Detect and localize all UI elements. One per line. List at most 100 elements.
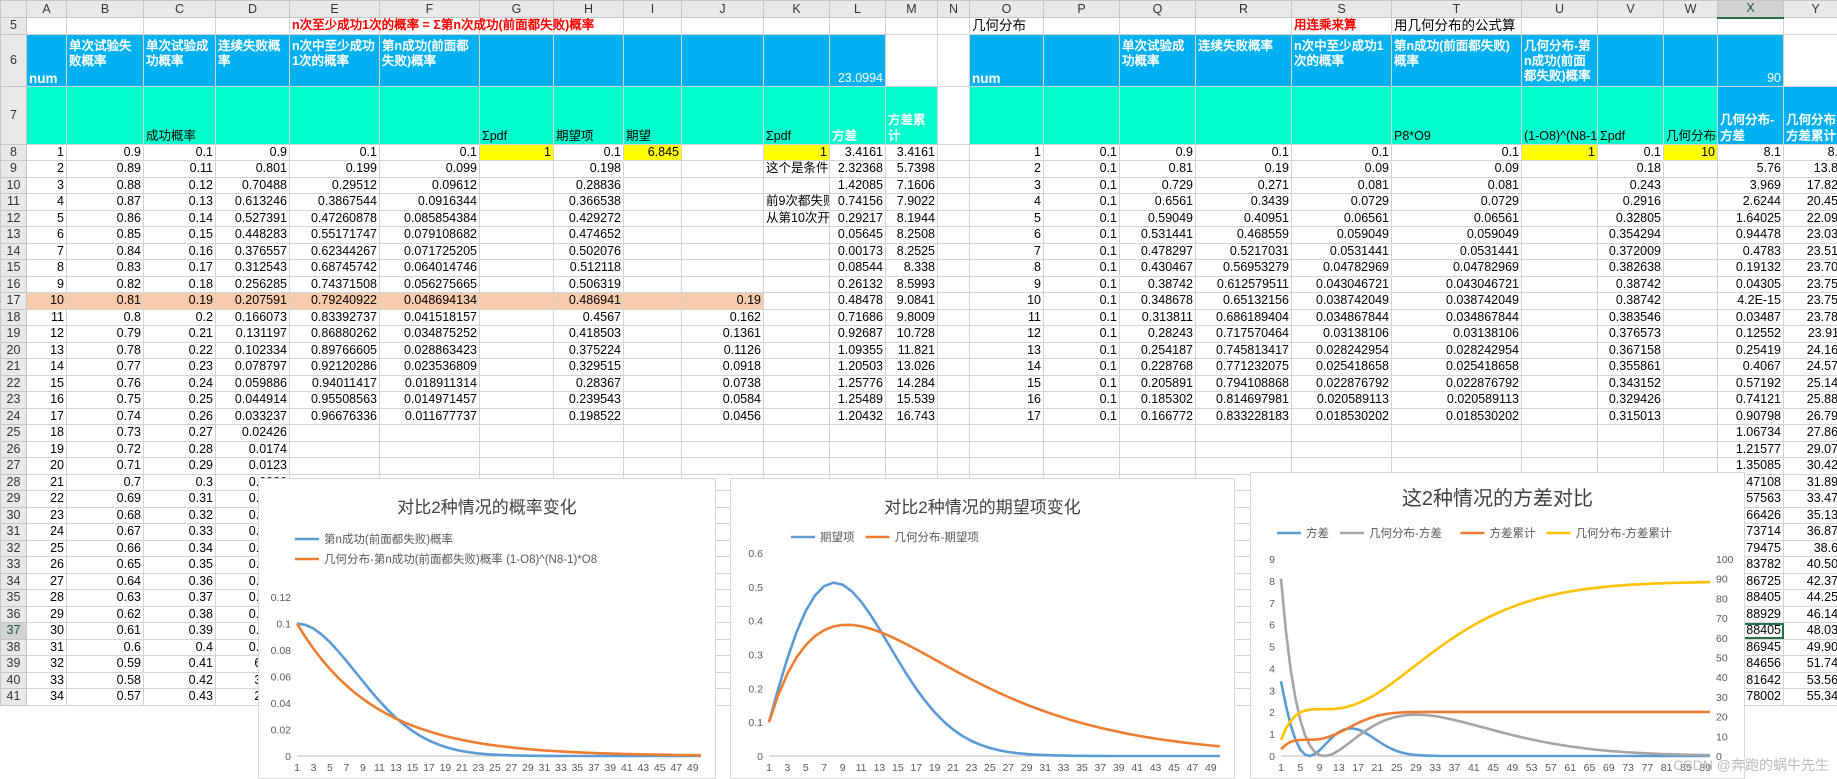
cell-K6[interactable] xyxy=(763,33,830,87)
cell-J5[interactable] xyxy=(681,17,764,35)
row-header[interactable]: 21 xyxy=(0,358,27,376)
cell-E[interactable]: 0.79240922 xyxy=(289,292,380,310)
cell-C[interactable]: 0.24 xyxy=(143,374,216,392)
column-header-E[interactable]: E xyxy=(289,0,380,18)
cell-T[interactable]: 0.038742049 xyxy=(1391,292,1522,310)
cell-O[interactable]: 1 xyxy=(969,143,1044,161)
cell-X[interactable]: 0.25419 xyxy=(1717,341,1784,359)
cell-A5[interactable] xyxy=(26,17,67,35)
cell-O5[interactable]: 几何分布 xyxy=(969,17,1044,35)
cell-H[interactable]: 0.198 xyxy=(553,160,624,178)
cell-G[interactable] xyxy=(479,193,554,211)
cell-N[interactable] xyxy=(937,440,970,458)
cell-B[interactable]: 0.7 xyxy=(66,473,144,491)
cell-K[interactable] xyxy=(763,308,830,326)
cell-I[interactable] xyxy=(623,440,682,458)
cell-P[interactable] xyxy=(1043,440,1120,458)
column-header-P[interactable]: P xyxy=(1043,0,1120,18)
cell-N[interactable] xyxy=(937,358,970,376)
row-header[interactable]: 13 xyxy=(0,226,27,244)
cell-O[interactable]: 11 xyxy=(969,308,1044,326)
column-header-A[interactable]: A xyxy=(26,0,67,18)
row-header[interactable]: 40 xyxy=(0,671,27,689)
cell-Y[interactable]: 38.67 xyxy=(1783,539,1837,557)
cell-J[interactable]: 0.0584 xyxy=(681,391,764,409)
cell-C[interactable]: 0.14 xyxy=(143,209,216,227)
cell-J[interactable] xyxy=(681,193,764,211)
cell-M[interactable]: 5.7398 xyxy=(885,160,938,178)
cell-V[interactable]: 0.382638 xyxy=(1597,259,1664,277)
row-header[interactable]: 12 xyxy=(0,209,27,227)
cell-A[interactable]: 21 xyxy=(26,473,67,491)
cell-F[interactable]: 0.099 xyxy=(379,160,480,178)
row-header[interactable]: 11 xyxy=(0,193,27,211)
cell-M[interactable]: 7.9022 xyxy=(885,193,938,211)
cell-Q[interactable]: 0.6561 xyxy=(1119,193,1196,211)
cell-V6[interactable] xyxy=(1597,33,1664,87)
cell-S[interactable]: 0.028242954 xyxy=(1291,341,1392,359)
cell-T[interactable]: 0.018530202 xyxy=(1391,407,1522,425)
cell-D[interactable]: 0.0123 xyxy=(215,457,290,475)
row-header[interactable]: 39 xyxy=(0,655,27,673)
cell-U[interactable] xyxy=(1521,292,1598,310)
cell-Q[interactable]: 0.313811 xyxy=(1119,308,1196,326)
cell-E[interactable] xyxy=(289,457,380,475)
cell-K[interactable] xyxy=(763,457,830,475)
cell-Y[interactable]: 24.572 xyxy=(1783,358,1837,376)
row-header[interactable]: 26 xyxy=(0,440,27,458)
cell-J[interactable] xyxy=(681,275,764,293)
cell-U7[interactable]: (1-O8)^(N8-1)*O8 xyxy=(1521,85,1598,145)
cell-O[interactable]: 13 xyxy=(969,341,1044,359)
cell-X[interactable]: 0.12552 xyxy=(1717,325,1784,343)
cell-P[interactable]: 0.1 xyxy=(1043,325,1120,343)
cell-F[interactable]: 0.014971457 xyxy=(379,391,480,409)
cell-I7[interactable]: 期望 xyxy=(623,85,682,145)
cell-R[interactable]: 0.814697981 xyxy=(1195,391,1292,409)
cell-I[interactable] xyxy=(623,242,682,260)
cell-F[interactable] xyxy=(379,424,480,442)
cell-P[interactable]: 0.1 xyxy=(1043,292,1120,310)
cell-A[interactable]: 25 xyxy=(26,539,67,557)
cell-T[interactable] xyxy=(1391,440,1522,458)
cell-Y[interactable]: 24.166 xyxy=(1783,341,1837,359)
cell-M[interactable]: 14.284 xyxy=(885,374,938,392)
cell-E[interactable]: 0.92120286 xyxy=(289,358,380,376)
cell-S[interactable]: 0.018530202 xyxy=(1291,407,1392,425)
cell-S[interactable]: 0.059049 xyxy=(1291,226,1392,244)
cell-B[interactable]: 0.78 xyxy=(66,341,144,359)
cell-Y5[interactable] xyxy=(1783,17,1837,35)
cell-P[interactable]: 0.1 xyxy=(1043,193,1120,211)
cell-B[interactable]: 0.72 xyxy=(66,440,144,458)
cell-V[interactable]: 0.383546 xyxy=(1597,308,1664,326)
cell-J[interactable]: 0.1361 xyxy=(681,325,764,343)
cell-C[interactable]: 0.29 xyxy=(143,457,216,475)
cell-H[interactable]: 0.512118 xyxy=(553,259,624,277)
cell-Y[interactable]: 17.829 xyxy=(1783,176,1837,194)
cell-C[interactable]: 0.1 xyxy=(143,143,216,161)
cell-Y[interactable]: 29.077 xyxy=(1783,440,1837,458)
cell-N[interactable] xyxy=(937,391,970,409)
cell-C[interactable]: 0.32 xyxy=(143,506,216,524)
cell-G[interactable] xyxy=(479,275,554,293)
column-header-O[interactable]: O xyxy=(969,0,1044,18)
cell-C[interactable]: 0.25 xyxy=(143,391,216,409)
cell-L[interactable]: 0.29217 xyxy=(829,209,886,227)
cell-L[interactable]: 1.42085 xyxy=(829,176,886,194)
cell-Q[interactable] xyxy=(1119,440,1196,458)
cell-F[interactable]: 0.034875252 xyxy=(379,325,480,343)
cell-H[interactable]: 0.4567 xyxy=(553,308,624,326)
column-header-D[interactable]: D xyxy=(215,0,290,18)
row-header[interactable]: 8 xyxy=(0,143,27,161)
cell-W[interactable] xyxy=(1663,407,1718,425)
cell-K[interactable] xyxy=(763,292,830,310)
cell-J[interactable]: 0.162 xyxy=(681,308,764,326)
cell-P[interactable]: 0.1 xyxy=(1043,160,1120,178)
row-header[interactable]: 29 xyxy=(0,490,27,508)
cell-H[interactable]: 0.375224 xyxy=(553,341,624,359)
cell-X[interactable]: 0.03487 xyxy=(1717,308,1784,326)
cell-N[interactable] xyxy=(937,341,970,359)
cell-R[interactable]: 0.468559 xyxy=(1195,226,1292,244)
cell-R[interactable] xyxy=(1195,440,1292,458)
cell-W6[interactable] xyxy=(1663,33,1718,87)
cell-H[interactable]: 0.198522 xyxy=(553,407,624,425)
